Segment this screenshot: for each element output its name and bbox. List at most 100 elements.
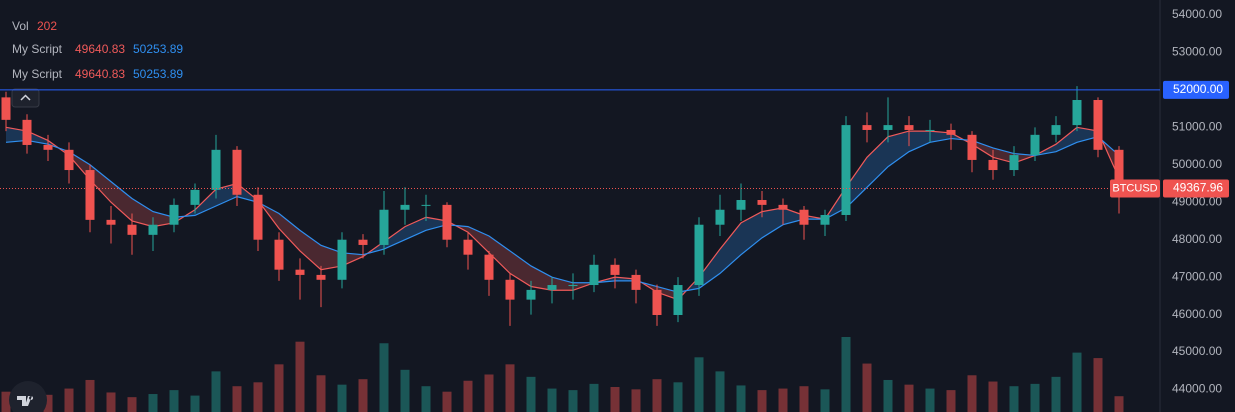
horizontal-line-label: 52000.00 xyxy=(1173,82,1223,96)
volume-bar xyxy=(547,388,557,412)
candle-body xyxy=(967,134,977,160)
last-price-box xyxy=(1163,179,1229,198)
indicator-fill xyxy=(972,140,993,158)
volume-bar xyxy=(1051,376,1061,412)
volume-bar xyxy=(589,383,599,412)
volume-bar xyxy=(799,386,809,412)
indicator-fill xyxy=(993,147,1014,163)
candle-body xyxy=(631,274,641,290)
candle-body xyxy=(904,125,914,130)
volume-bar xyxy=(127,397,137,412)
volume-bar xyxy=(1114,396,1124,412)
volume-bar xyxy=(1072,352,1082,412)
candle-body xyxy=(1114,149,1124,189)
candle-body xyxy=(673,285,683,315)
y-tick-label: 51000.00 xyxy=(1172,120,1222,134)
indicator-line xyxy=(5,126,1120,301)
indicator-line xyxy=(5,136,1120,293)
indicator-fill xyxy=(405,217,426,240)
candle-body xyxy=(337,239,347,280)
collapse-button[interactable] xyxy=(11,88,40,108)
indicator-fill xyxy=(720,222,741,274)
volume-bar xyxy=(316,375,326,412)
candle-body xyxy=(988,159,998,171)
volume-bar xyxy=(463,380,473,412)
candle-body xyxy=(652,289,662,315)
candle-body xyxy=(484,254,494,280)
indicator-fill xyxy=(1077,127,1098,143)
candle-body xyxy=(925,129,935,131)
volume-bar xyxy=(148,394,158,412)
candle-body xyxy=(463,239,473,255)
indicator-fill xyxy=(384,226,405,250)
volume-bar xyxy=(64,388,74,412)
volume-bar xyxy=(169,390,179,412)
candle-body xyxy=(64,149,74,171)
volume-bar xyxy=(232,386,242,412)
volume-bar xyxy=(190,395,200,412)
volume-bar xyxy=(631,389,641,412)
candle-body xyxy=(946,129,956,135)
candle-body xyxy=(820,214,830,225)
candle-body xyxy=(148,224,158,235)
volume-bar xyxy=(274,364,284,412)
volume-bar xyxy=(337,384,347,412)
indicator-fill xyxy=(489,235,510,274)
volume-bar xyxy=(673,382,683,412)
y-tick-label: 49000.00 xyxy=(1172,194,1222,208)
indicator-fill xyxy=(342,252,363,266)
indicator-fill xyxy=(195,189,216,216)
indicator-fill xyxy=(552,277,573,291)
logo-mark[interactable] xyxy=(17,396,34,406)
volume-bar xyxy=(253,382,263,412)
indicator-fill xyxy=(741,211,762,255)
candle-body xyxy=(1093,100,1103,150)
y-tick-label: 46000.00 xyxy=(1172,307,1222,321)
indicator-fill xyxy=(468,226,489,253)
candle-body xyxy=(358,239,368,245)
candle-body xyxy=(106,219,116,225)
candle-body xyxy=(610,264,620,275)
candle-body xyxy=(862,125,872,130)
candle-body xyxy=(778,204,788,210)
candle-body xyxy=(85,170,95,220)
volume-bar xyxy=(778,388,788,412)
volume-bar xyxy=(967,375,977,412)
volume-bar xyxy=(379,343,389,412)
candle-body xyxy=(883,125,893,130)
indicator-fill xyxy=(867,136,888,188)
volume-bar xyxy=(862,363,872,412)
volume-bar xyxy=(526,376,536,412)
indicator-fill xyxy=(6,127,27,143)
y-tick-label: 45000.00 xyxy=(1172,344,1222,358)
volume-bar xyxy=(652,379,662,412)
candle-body xyxy=(43,144,53,150)
y-tick-label: 50000.00 xyxy=(1172,157,1222,171)
indicator-legend-name: My Script xyxy=(12,42,63,56)
tradingview-logo[interactable] xyxy=(9,381,47,412)
volume-bar xyxy=(883,379,893,412)
collapse-button-box[interactable] xyxy=(11,88,40,108)
plot-area xyxy=(1,86,1124,412)
volume-bar xyxy=(988,381,998,412)
volume-bar xyxy=(1,391,11,412)
candle-body xyxy=(526,289,536,300)
candle-body xyxy=(757,200,767,205)
volume-bar xyxy=(85,379,95,412)
candle-body xyxy=(1,97,11,120)
collapse-icon[interactable] xyxy=(20,94,31,101)
candle-body xyxy=(736,200,746,210)
indicator-fill xyxy=(90,164,111,203)
volume-bar xyxy=(400,369,410,412)
volume-bar xyxy=(715,371,725,412)
indicator-fill xyxy=(909,131,930,152)
volume-bar xyxy=(442,391,452,412)
candle-body xyxy=(190,189,200,205)
candle-body xyxy=(211,149,221,190)
volume-bar xyxy=(694,357,704,412)
candle-body xyxy=(316,274,326,280)
indicator-fill xyxy=(510,250,531,287)
volume-bar xyxy=(1030,383,1040,412)
candle-body xyxy=(1072,100,1082,126)
